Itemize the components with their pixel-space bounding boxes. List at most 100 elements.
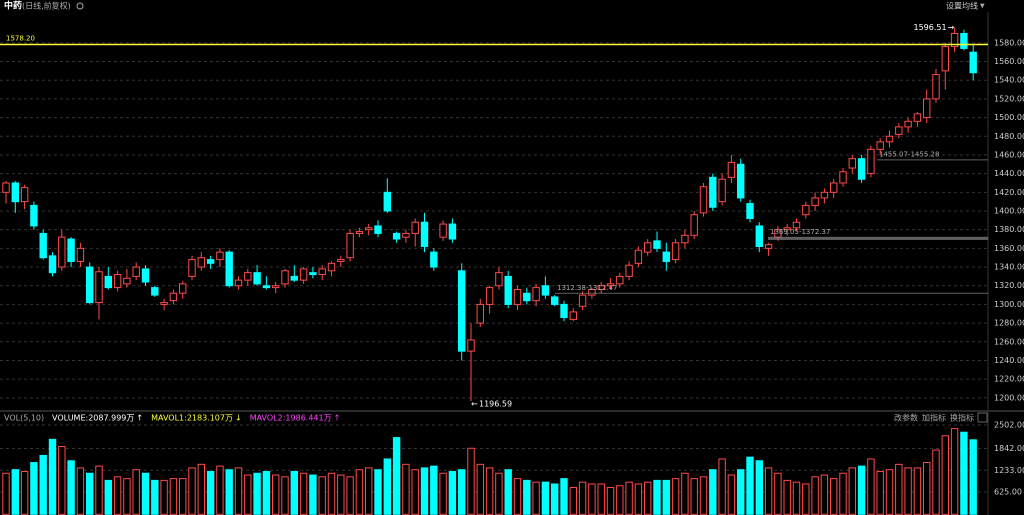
volume-bar — [216, 465, 224, 515]
volume-bar — [904, 467, 912, 515]
volume-bar — [39, 454, 47, 515]
indicator-button[interactable]: 改参数 — [894, 413, 918, 423]
candle-body — [941, 46, 949, 72]
candle-body — [616, 275, 624, 285]
candle-body — [392, 232, 401, 240]
volume-bar — [523, 479, 531, 515]
candle-body — [76, 247, 85, 262]
menu[interactable]: 设置均线 — [946, 1, 978, 11]
y-tick-label: 1260.00 — [994, 337, 1024, 346]
candle-body — [588, 288, 596, 296]
candle-body — [402, 232, 410, 238]
volume-bar — [439, 472, 447, 515]
candle-body — [746, 203, 754, 219]
volume-bar — [764, 467, 773, 515]
candle-body — [606, 283, 615, 287]
candle-body — [290, 275, 299, 281]
title: 中药 — [4, 0, 22, 12]
y-tick-label: 1842.00 — [994, 444, 1024, 453]
volume-bar — [458, 469, 466, 515]
volume-bar — [718, 458, 726, 515]
volume-bar — [755, 460, 763, 515]
volume-bar — [197, 463, 206, 515]
candle-body — [234, 279, 243, 287]
y-tick-label: 1440.00 — [994, 169, 1024, 178]
indicator-button[interactable]: 加指标 — [922, 413, 946, 423]
volume-bar — [206, 470, 215, 515]
candle-body — [113, 274, 122, 289]
candle-body — [950, 32, 959, 48]
y-tick-label: 1200.00 — [994, 393, 1024, 402]
volume-bar — [290, 470, 299, 515]
volume-name: VOL(5,10) — [4, 414, 44, 423]
gap-label: 1369.05-1372.37 — [770, 228, 830, 236]
volume-bar — [95, 465, 103, 515]
candle-body — [709, 176, 717, 208]
volume-bar — [690, 478, 698, 515]
candle-body — [513, 288, 522, 305]
candle-body — [327, 262, 336, 272]
candle-body — [857, 158, 866, 180]
volume-bar — [402, 463, 410, 515]
price-line-label: 1578.20 — [6, 35, 35, 43]
candle-body — [179, 283, 187, 294]
volume-bar — [86, 472, 94, 515]
volume-bar — [662, 479, 670, 515]
candle-body — [383, 191, 392, 212]
volume-bar — [30, 462, 38, 515]
settings-icon[interactable] — [76, 2, 84, 10]
volume-bar — [857, 465, 866, 515]
volume-bar — [541, 481, 550, 515]
volume-legend-arrow: ↑ — [136, 414, 143, 423]
candle-body — [551, 296, 559, 305]
volume-legend: VOLUME:2087.999万 — [52, 414, 134, 423]
candle-body — [216, 251, 224, 261]
candle-body — [560, 303, 568, 319]
y-tick-label: 1240.00 — [994, 356, 1024, 365]
volume-bar — [830, 478, 838, 515]
candle-body — [467, 339, 475, 352]
volume-bar — [281, 476, 289, 515]
candle-body — [420, 221, 429, 248]
volume-bar — [141, 472, 150, 515]
volume-bar — [420, 467, 429, 515]
candle-body — [485, 287, 494, 305]
candle-body — [374, 225, 382, 234]
volume-bar — [123, 478, 131, 515]
volume-bar — [160, 479, 168, 515]
volume-bar — [671, 478, 680, 515]
close-button[interactable] — [977, 412, 988, 423]
volume-bar — [411, 469, 419, 515]
y-tick-label: 1233.00 — [994, 466, 1024, 475]
candle-body — [913, 113, 922, 122]
candle-body — [141, 268, 150, 283]
candle-body — [272, 285, 280, 289]
candle-body — [206, 259, 215, 264]
candle-body — [671, 242, 680, 261]
candle-body — [764, 244, 773, 249]
volume-bar — [569, 487, 577, 515]
volume-bar — [365, 467, 373, 515]
volume-bar — [225, 469, 233, 515]
volume-bar — [309, 474, 317, 515]
candle-body — [495, 272, 503, 287]
volume-bar — [58, 445, 66, 515]
volume-bar — [802, 483, 810, 515]
volume-bar — [11, 469, 20, 515]
high-label: 1596.51 — [914, 23, 947, 32]
volume-bar — [895, 463, 903, 515]
y-tick-label: 1460.00 — [994, 150, 1024, 159]
candle-body — [169, 292, 178, 302]
candle-body — [811, 197, 819, 206]
candle-body — [160, 302, 168, 305]
candle-body — [885, 135, 894, 143]
volume-bar — [346, 476, 354, 515]
volume-bar — [653, 479, 661, 515]
candle-body — [634, 249, 643, 264]
volume-bar — [699, 476, 708, 515]
volume-bar — [792, 481, 801, 515]
y-tick-label: 1340.00 — [994, 263, 1024, 272]
indicator-button[interactable]: 换指标 — [950, 413, 974, 423]
